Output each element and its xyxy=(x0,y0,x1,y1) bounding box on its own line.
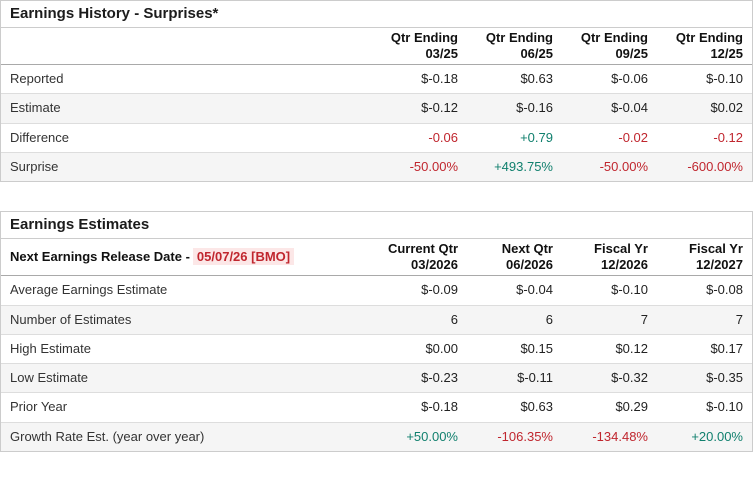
value-cell: -600.00% xyxy=(657,151,752,182)
row-label: Reported xyxy=(10,71,64,87)
value-cell: $-0.04 xyxy=(562,93,657,124)
value-cell: $-0.35 xyxy=(657,363,752,393)
value-cell: -50.00% xyxy=(562,151,657,182)
value-cell: $-0.10 xyxy=(611,282,648,298)
value-cell: $0.63 xyxy=(467,392,562,423)
value-cell: +0.79 xyxy=(467,122,562,153)
table-row: Difference -0.06 +0.79 -0.02 -0.12 xyxy=(1,122,752,153)
header-row: Next Earnings Release Date -05/07/26 [BM… xyxy=(1,239,752,277)
value-cell: +493.75% xyxy=(467,151,562,182)
value-cell: $0.29 xyxy=(562,392,657,423)
earnings-estimates-title: Earnings Estimates xyxy=(1,212,752,240)
value-cell: $-0.08 xyxy=(706,282,743,298)
earnings-estimates-panel: Earnings Estimates Next Earnings Release… xyxy=(0,211,753,452)
next-earnings-release-label: Next Earnings Release Date - xyxy=(10,248,190,264)
value-cell: $-0.12 xyxy=(372,93,467,124)
value-cell: +50.00% xyxy=(372,421,467,451)
table-row: Surprise -50.00% +493.75% -50.00% -600.00% xyxy=(1,151,752,182)
value-cell: $-0.23 xyxy=(372,363,467,393)
value-cell: $0.17 xyxy=(657,333,752,364)
column-header: Next Qtr 06/2026 xyxy=(467,239,562,277)
value-cell: $-0.04 xyxy=(516,282,553,298)
table-row: Low Estimate $-0.23 $-0.11 $-0.32 $-0.35 xyxy=(1,363,752,393)
value-cell: -0.12 xyxy=(657,122,752,153)
value-cell: $-0.06 xyxy=(611,71,648,87)
value-cell: $0.00 xyxy=(372,333,467,364)
value-cell: $-0.09 xyxy=(421,282,458,298)
value-cell: -134.48% xyxy=(562,421,657,451)
row-label: High Estimate xyxy=(1,333,372,364)
value-cell: -0.06 xyxy=(372,122,467,153)
value-cell: -0.02 xyxy=(562,122,657,153)
row-label: Growth Rate Est. (year over year) xyxy=(1,421,372,451)
value-cell: $0.63 xyxy=(520,71,553,87)
table-row: High Estimate $0.00 $0.15 $0.12 $0.17 xyxy=(1,333,752,364)
column-header: Qtr Ending 06/25 xyxy=(467,28,562,66)
column-header: Qtr Ending 12/25 xyxy=(657,28,752,66)
column-header: Current Qtr 03/2026 xyxy=(372,239,467,277)
row-label: Prior Year xyxy=(1,392,372,423)
column-header: Fiscal Yr 12/2026 xyxy=(562,239,657,277)
earnings-estimates-table: Next Earnings Release Date -05/07/26 [BM… xyxy=(1,239,752,451)
column-header: Qtr Ending 09/25 xyxy=(562,28,657,66)
value-cell: -106.35% xyxy=(467,421,562,451)
value-cell: $-0.10 xyxy=(657,392,752,423)
value-cell: $0.15 xyxy=(467,333,562,364)
earnings-history-title: Earnings History - Surprises* xyxy=(1,1,752,28)
value-cell: $0.02 xyxy=(657,93,752,124)
next-earnings-release-cell: Next Earnings Release Date -05/07/26 [BM… xyxy=(1,239,372,277)
value-cell: $0.12 xyxy=(562,333,657,364)
value-cell: $-0.32 xyxy=(562,363,657,393)
earnings-history-table: Qtr Ending 03/25 Qtr Ending 06/25 Qtr Ending… xyxy=(1,28,752,182)
row-label: Estimate xyxy=(1,93,372,124)
table-row: Reported $-0.18 $0.63 $-0.06 $-0.10 xyxy=(1,65,752,94)
value-cell: 6 xyxy=(372,304,467,335)
header-row: Qtr Ending 03/25 Qtr Ending 06/25 Qtr Ending… xyxy=(1,28,752,66)
column-header: Qtr Ending 03/25 xyxy=(372,28,467,66)
row-label: Difference xyxy=(1,122,372,153)
release-date-highlight: 05/07/26 [BMO] xyxy=(192,247,295,265)
value-cell: $-0.18 xyxy=(372,392,467,423)
value-cell: 6 xyxy=(467,304,562,335)
value-cell: $-0.10 xyxy=(706,71,743,87)
value-cell: $-0.16 xyxy=(467,93,562,124)
table-row: Prior Year $-0.18 $0.63 $0.29 $-0.10 xyxy=(1,392,752,423)
earnings-history-panel: Earnings History - Surprises* Qtr Ending… xyxy=(0,0,753,183)
value-cell: $-0.18 xyxy=(421,71,458,87)
table-row: Estimate $-0.12 $-0.16 $-0.04 $0.02 xyxy=(1,93,752,124)
table-row: Growth Rate Est. (year over year) +50.00%… xyxy=(1,421,752,451)
value-cell: 7 xyxy=(657,304,752,335)
value-cell: $-0.11 xyxy=(467,363,562,393)
empty-header-cell xyxy=(1,28,372,66)
value-cell: -50.00% xyxy=(372,151,467,182)
row-label: Number of Estimates xyxy=(1,304,372,335)
column-header: Fiscal Yr 12/2027 xyxy=(657,239,752,277)
row-label: Surprise xyxy=(1,151,372,182)
table-row: Average Earnings Estimate $-0.09 $-0.04 $-0… xyxy=(1,276,752,305)
row-label: Low Estimate xyxy=(1,363,372,393)
value-cell: 7 xyxy=(562,304,657,335)
row-label: Average Earnings Estimate xyxy=(10,282,168,298)
table-row: Number of Estimates 6 6 7 7 xyxy=(1,304,752,335)
value-cell: +20.00% xyxy=(657,421,752,451)
